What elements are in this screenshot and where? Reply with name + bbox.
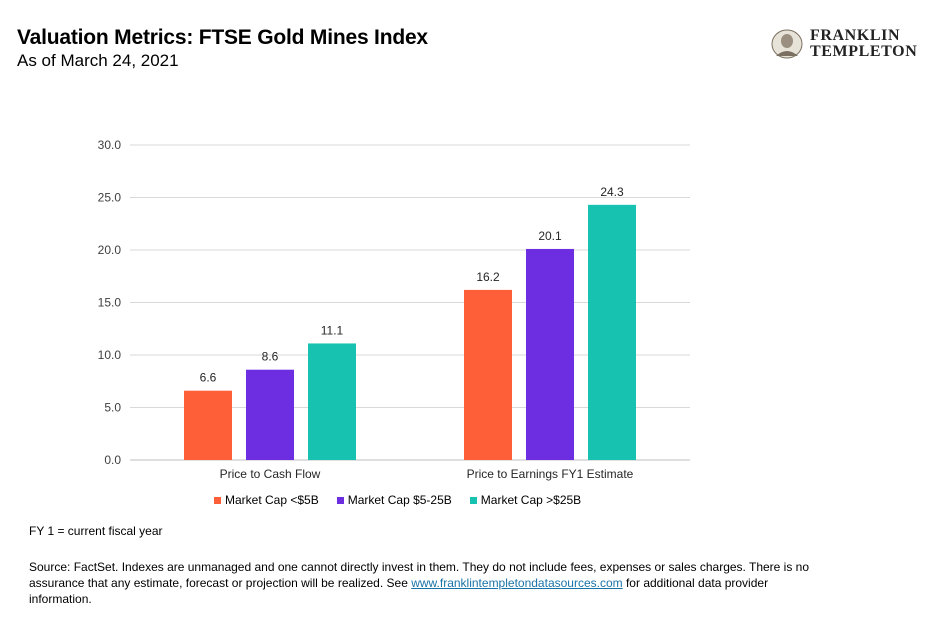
source-text: Source: FactSet. Indexes are unmanaged a…: [29, 560, 810, 590]
legend-label: Market Cap <$5B: [225, 493, 319, 507]
bar-chart: 0.0 5.0 10.0 15.0 20.0 25.0 30.0 6.6 8.6 11.1 Pric…: [98, 138, 690, 481]
bar: [184, 390, 232, 460]
data-label: 11.1: [321, 323, 344, 337]
y-tick-label: 30.0: [98, 138, 122, 152]
legend-item-large-cap: Market Cap >$25B: [469, 493, 582, 507]
chart-title: Valuation Metrics: FTSE Gold Mines Index: [17, 26, 428, 49]
bar: [464, 289, 512, 460]
bar: [588, 204, 636, 460]
source-note: Source: FactSet. Indexes are unmanaged a…: [29, 559, 829, 607]
legend-swatch: [469, 496, 477, 504]
x-category-label: Price to Earnings FY1 Estimate: [467, 467, 634, 481]
legend-label: Market Cap $5-25B: [347, 493, 452, 507]
bar: [308, 343, 356, 460]
data-label: 24.3: [600, 185, 624, 199]
data-label: 16.2: [476, 270, 500, 284]
bar: [526, 248, 574, 460]
logo-line-2: TEMPLETON: [810, 43, 918, 60]
portrait-seal-icon: [771, 29, 803, 59]
data-label: 8.6: [262, 350, 279, 364]
source-text-end: for additional data provider information…: [29, 576, 769, 606]
footnote: FY 1 = current fiscal year: [29, 524, 163, 538]
y-tick-label: 15.0: [98, 296, 122, 310]
y-tick-label: 0.0: [104, 453, 121, 467]
y-tick-label: 25.0: [98, 191, 122, 205]
data-label: 6.6: [200, 371, 217, 385]
y-tick-label: 5.0: [104, 401, 121, 415]
legend-item-small-cap: Market Cap <$5B: [214, 493, 319, 507]
chart-legend: Market Cap <$5B Market Cap $5-25B Market…: [214, 493, 581, 507]
logo-line-1: FRANKLIN: [810, 27, 901, 44]
chart-subtitle: As of March 24, 2021: [17, 51, 179, 70]
x-category-label: Price to Cash Flow: [220, 467, 321, 481]
franklin-templeton-logo: FRANKLIN TEMPLETON: [770, 28, 920, 64]
bar: [246, 369, 294, 460]
legend-swatch: [214, 496, 221, 504]
y-tick-label: 10.0: [98, 348, 122, 362]
data-label: 20.1: [538, 229, 562, 243]
legend-item-mid-cap: Market Cap $5-25B: [336, 493, 452, 507]
y-tick-label: 20.0: [98, 243, 122, 257]
data-sources-link[interactable]: www.franklintempletondatasources.com: [411, 576, 623, 590]
legend-label: Market Cap >$25B: [480, 493, 582, 507]
legend-swatch: [336, 496, 344, 504]
